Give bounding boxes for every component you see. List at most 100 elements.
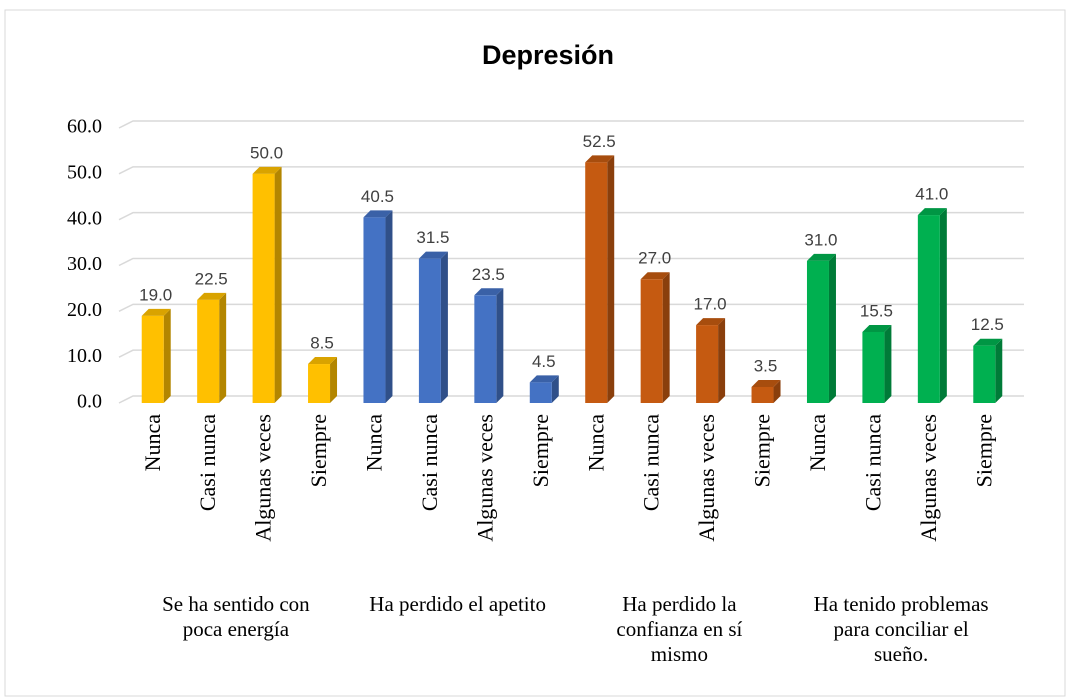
y-tick-label: 60.0 [67,116,102,138]
grid-line [118,349,1024,358]
bar-top [696,318,726,326]
bar [141,315,164,403]
group-label-box: Ha perdido la confianza en sí mismo [616,592,743,666]
bar [585,162,608,403]
bar-side [330,357,338,403]
bar-top [973,338,1003,346]
bar-top [529,375,559,383]
x-tick-label: Algunas veces [251,414,276,542]
group-label-box: Ha tenido problemas para conciliar el su… [813,592,989,666]
x-tick-label: Nunca [805,414,830,472]
chart-title: Depresión [482,40,614,70]
group-label-box: Ha perdido el apetito [369,592,546,616]
y-tick-label: 50.0 [67,161,102,183]
bar [806,260,829,403]
bar [418,258,441,403]
x-tick-label: Siempre [750,414,775,487]
bar-side [219,292,227,403]
x-tick-label: Nunca [583,414,608,472]
bar [529,382,552,403]
x-tick-label: Algunas veces [694,414,719,542]
bar-side [995,338,1003,403]
bar-side [662,272,670,403]
grid-line [118,211,1024,221]
y-tick-label: 10.0 [67,345,102,367]
group-label: Ha tenido problemas para conciliar el su… [813,592,989,666]
x-tick-label: Casi nunca [195,414,220,511]
x-tick-label: Algunas veces [472,414,497,542]
y-tick-label: 40.0 [67,207,102,229]
bar-top [141,308,171,316]
bar [862,331,885,403]
bar-top [308,357,338,365]
bar-top [917,208,947,216]
grid-line [118,166,1024,175]
bar-top [806,253,836,261]
bar [252,173,275,403]
group-label: Ha perdido el apetito [369,592,546,616]
value-label: 40.5 [361,187,394,206]
bar-side [440,251,448,403]
x-tick-label: Siempre [971,414,996,487]
bar-side [385,210,393,403]
value-label: 12.5 [971,315,1004,334]
bar-side [773,379,781,403]
grid-line [118,303,1024,313]
x-tick-label: Casi nunca [417,414,442,511]
bar-side [607,155,615,403]
value-label: 22.5 [195,269,228,288]
bar-top [751,379,781,387]
value-label: 4.5 [532,352,556,371]
value-label: 3.5 [754,356,778,375]
bar-top [862,324,892,332]
bar [640,279,663,403]
value-label: 41.0 [915,185,948,204]
bar [696,325,719,403]
x-tick-label: Nunca [140,414,165,472]
x-tick-label: Algunas veces [916,414,941,542]
y-tick-label: 20.0 [67,299,102,321]
group-label: Ha perdido la confianza en sí mismo [616,592,743,666]
x-tick-label: Nunca [362,414,387,472]
bar [308,364,331,403]
bar-top [418,251,448,259]
bar [917,215,940,403]
bar [973,345,996,403]
bar-side [163,308,171,403]
value-label: 31.0 [804,230,837,249]
grid-line [118,120,1024,129]
bar [751,386,774,403]
x-tick-label: Siempre [306,414,331,487]
bar [363,217,386,403]
bar-top [197,292,227,300]
x-tick-label: Siempre [528,414,553,487]
value-label: 17.0 [694,295,727,314]
x-tick-label: Casi nunca [639,414,664,511]
y-tick-label: 30.0 [67,253,102,275]
value-label: 50.0 [250,143,283,162]
bar-side [939,208,947,403]
bar-top [252,166,282,174]
group-label-box: Se ha sentido con poca energía [162,592,310,641]
y-tick-label: 0.0 [77,391,102,413]
bar-side [551,375,559,403]
bar-side [828,253,836,403]
bar-side [718,318,726,403]
x-tick-label: Casi nunca [860,414,885,511]
group-label: Se ha sentido con poca energía [162,592,310,641]
bar [197,299,220,403]
bar-top [585,155,615,163]
grid-line [118,257,1024,267]
bar-top [363,210,393,218]
bar-side [496,288,504,403]
bar-top [640,272,670,280]
grid-line [118,395,1024,404]
bar [474,295,497,403]
bar-top [474,288,504,296]
value-label: 23.5 [472,265,505,284]
bar-side [884,324,892,403]
value-label: 19.0 [139,285,172,304]
value-label: 15.5 [860,301,893,320]
bar-side [274,166,282,403]
